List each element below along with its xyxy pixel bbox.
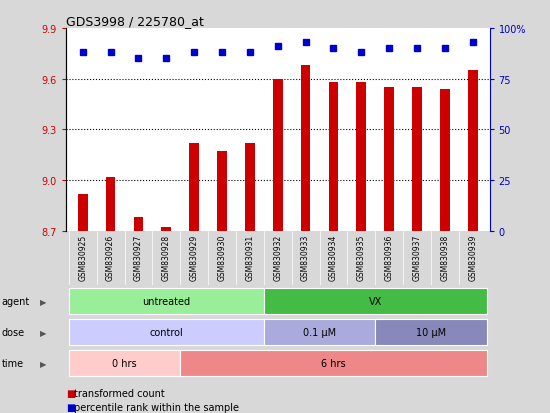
Bar: [69, 350, 180, 377]
Text: GSM830931: GSM830931: [245, 234, 255, 280]
Bar: [180, 350, 487, 377]
Text: GSM830927: GSM830927: [134, 234, 143, 280]
Text: 0 hrs: 0 hrs: [112, 358, 137, 368]
Bar: [301, 66, 311, 231]
Text: percentile rank within the sample: percentile rank within the sample: [74, 402, 239, 412]
Text: transformed count: transformed count: [74, 388, 165, 398]
Bar: [162, 228, 171, 231]
Text: GSM830935: GSM830935: [357, 234, 366, 280]
Text: time: time: [2, 358, 24, 368]
Text: GSM830936: GSM830936: [384, 234, 394, 280]
Text: GSM830934: GSM830934: [329, 234, 338, 280]
Text: GSM830932: GSM830932: [273, 234, 282, 280]
Bar: [264, 288, 487, 315]
Text: agent: agent: [2, 297, 30, 306]
Bar: [78, 194, 87, 231]
Text: ■: ■: [66, 402, 75, 412]
Text: GSM830939: GSM830939: [468, 234, 477, 280]
Bar: [264, 320, 375, 345]
Text: dose: dose: [2, 328, 25, 337]
Text: ▶: ▶: [40, 297, 46, 306]
Bar: [217, 152, 227, 231]
Text: GSM830933: GSM830933: [301, 234, 310, 280]
Text: 6 hrs: 6 hrs: [321, 358, 346, 368]
Text: GSM830930: GSM830930: [218, 234, 227, 280]
Text: ▶: ▶: [40, 359, 46, 368]
Text: 10 μM: 10 μM: [416, 328, 446, 337]
Bar: [356, 83, 366, 231]
Bar: [69, 320, 264, 345]
Bar: [440, 90, 450, 231]
Text: GSM830925: GSM830925: [78, 234, 87, 280]
Bar: [384, 88, 394, 231]
Bar: [412, 88, 422, 231]
Bar: [468, 71, 477, 231]
Text: 0.1 μM: 0.1 μM: [303, 328, 336, 337]
Bar: [375, 320, 487, 345]
Bar: [106, 177, 116, 231]
Text: GSM830926: GSM830926: [106, 234, 115, 280]
Text: untreated: untreated: [142, 297, 190, 306]
Text: control: control: [150, 328, 183, 337]
Text: VX: VX: [368, 297, 382, 306]
Text: ■: ■: [66, 388, 75, 398]
Bar: [328, 83, 338, 231]
Text: GSM830928: GSM830928: [162, 234, 171, 280]
Text: GSM830938: GSM830938: [441, 234, 449, 280]
Bar: [189, 144, 199, 231]
Bar: [245, 144, 255, 231]
Text: ▶: ▶: [40, 328, 46, 337]
Text: GDS3998 / 225780_at: GDS3998 / 225780_at: [66, 15, 204, 28]
Text: GSM830937: GSM830937: [412, 234, 421, 280]
Bar: [134, 218, 144, 231]
Bar: [273, 79, 283, 231]
Text: GSM830929: GSM830929: [190, 234, 199, 280]
Bar: [69, 288, 264, 315]
